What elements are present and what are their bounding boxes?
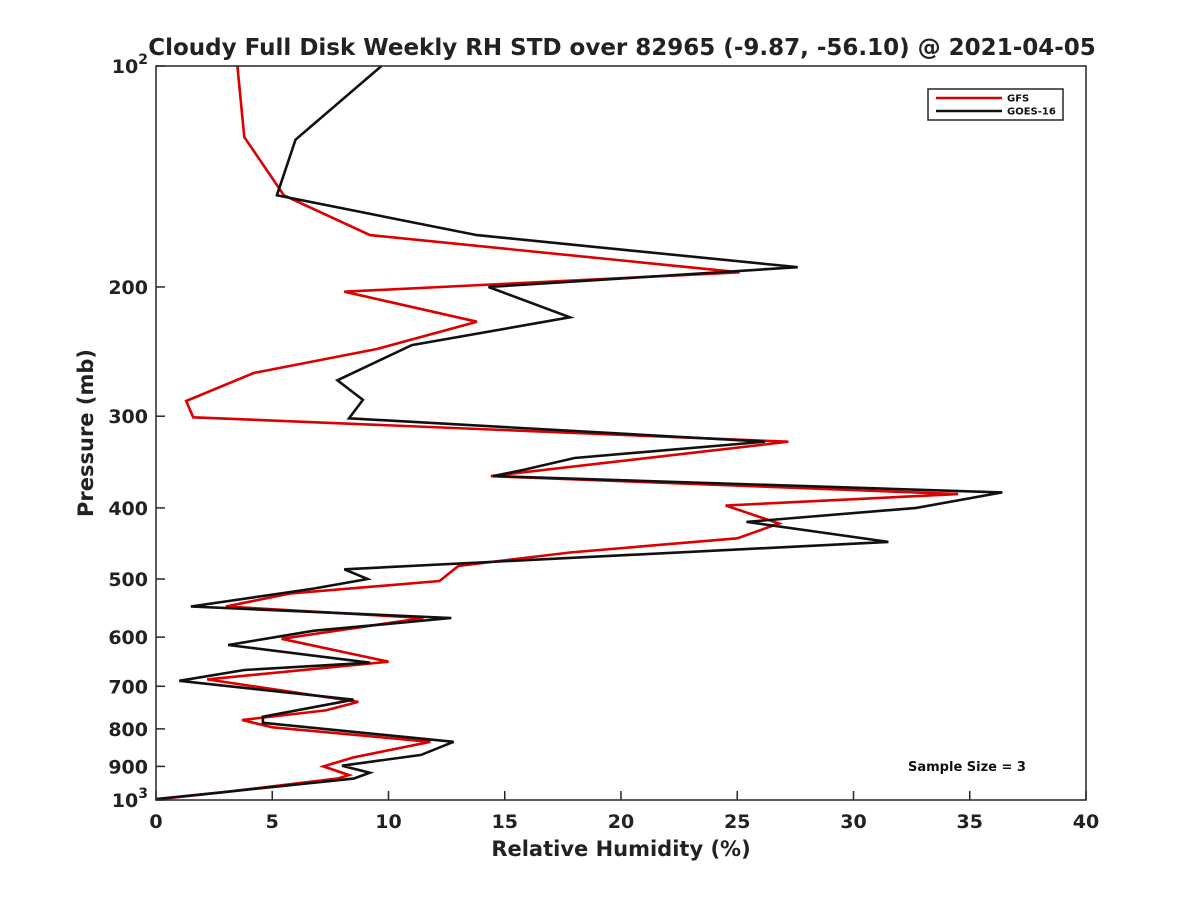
y-tick-label-exponent: 3 [138,786,148,802]
y-tick-label: 200 [108,277,148,299]
y-tick-label-base: 300 [108,406,148,428]
y-tick-label: 102 [112,52,148,78]
x-tick-label: 35 [957,811,983,833]
legend-label-goes16: GOES-16 [1007,107,1056,118]
y-tick-label-base: 800 [108,719,148,741]
series-line-goes-16 [155,65,1003,801]
y-tick-label-base: 10 [112,56,138,78]
x-tick-label: 40 [1073,811,1099,833]
x-axis-label: Relative Humidity (%) [491,837,750,861]
y-tick-label-base: 600 [108,627,148,649]
legend-box [927,88,1064,121]
sample-size-annotation: Sample Size = 3 [908,760,1026,775]
x-tick-label: 20 [608,811,634,833]
y-tick-label-base: 200 [108,277,148,299]
y-tick-label-base: 900 [108,756,148,778]
y-tick-label: 103 [112,786,148,812]
y-tick-label: 900 [108,756,148,778]
y-tick-label: 400 [108,498,148,520]
y-tick-label: 500 [108,569,148,591]
legend-label-gfs: GFS [1007,94,1029,105]
x-tick-label: 30 [840,811,866,833]
y-tick-label-base: 500 [108,569,148,591]
legend: GFS GOES-16 [927,88,1064,121]
y-tick-label: 600 [108,627,148,649]
y-tick-label-base: 400 [108,498,148,520]
x-tick-label: 15 [492,811,518,833]
y-tick-label: 300 [108,406,148,428]
series-line-gfs [155,65,959,801]
x-tick-label: 0 [149,811,162,833]
x-tick-label: 5 [266,811,279,833]
y-tick-label: 800 [108,719,148,741]
x-tick-label: 10 [375,811,401,833]
y-tick-label-base: 700 [108,676,148,698]
chart-title: Cloudy Full Disk Weekly RH STD over 8296… [148,35,1096,61]
y-tick-label-exponent: 2 [138,52,148,68]
y-tick-label: 700 [108,676,148,698]
x-tick-label: 25 [724,811,750,833]
plot-lines [155,65,1003,801]
y-tick-label-base: 10 [112,790,138,812]
y-axis-label: Pressure (mb) [74,349,98,517]
x-axis: 0 5 10 15 20 25 30 35 40 [149,791,1099,833]
